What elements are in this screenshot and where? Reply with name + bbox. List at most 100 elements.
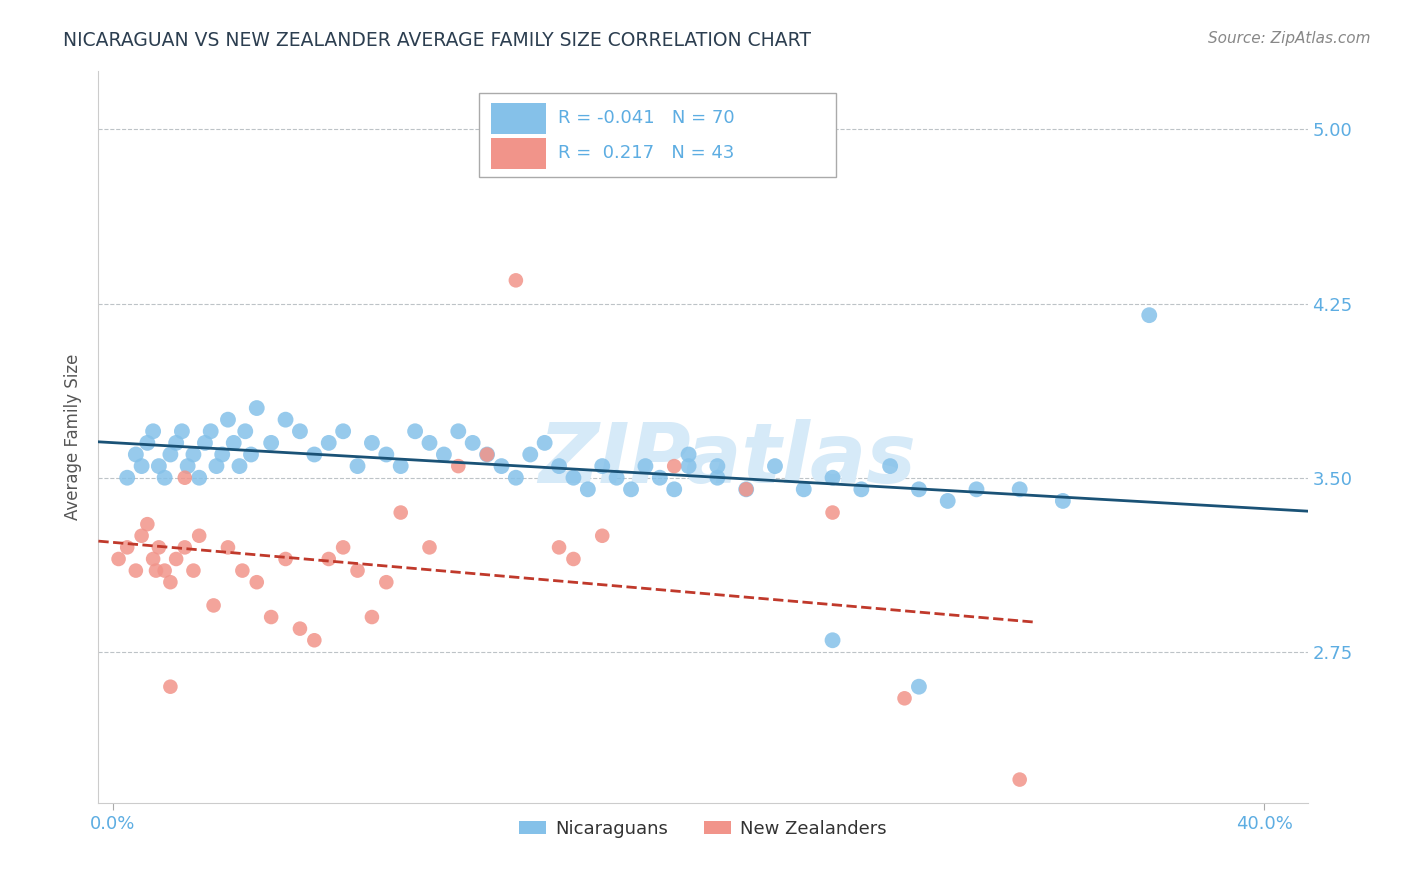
Point <box>288 424 311 438</box>
Point <box>491 459 513 474</box>
FancyBboxPatch shape <box>492 103 546 134</box>
Text: R =  0.217   N = 43: R = 0.217 N = 43 <box>558 145 734 162</box>
Point <box>475 448 498 462</box>
Point <box>222 436 245 450</box>
Text: ZIPatlas: ZIPatlas <box>538 418 917 500</box>
Point <box>170 424 193 438</box>
Point <box>115 541 138 555</box>
Point <box>519 448 541 462</box>
Point <box>908 680 931 694</box>
Point <box>188 529 211 543</box>
Point <box>145 564 167 578</box>
Point <box>173 471 195 485</box>
Point <box>142 424 165 438</box>
Point <box>1008 772 1031 787</box>
Point <box>131 459 153 474</box>
Point <box>115 471 138 485</box>
Point <box>763 459 786 474</box>
Point <box>159 575 181 590</box>
Point <box>648 471 671 485</box>
Point <box>205 459 228 474</box>
Point <box>591 529 613 543</box>
Point <box>966 483 988 497</box>
Point <box>188 471 211 485</box>
Point <box>1008 483 1031 497</box>
Point <box>332 541 354 555</box>
Point <box>461 436 484 450</box>
Point <box>433 448 456 462</box>
Point <box>361 436 384 450</box>
Point <box>153 564 176 578</box>
Point <box>142 552 165 566</box>
Point <box>346 459 368 474</box>
Point <box>274 552 297 566</box>
Point <box>200 424 222 438</box>
Point <box>231 564 253 578</box>
Point <box>375 575 398 590</box>
Point <box>879 459 901 474</box>
Point <box>153 471 176 485</box>
Point <box>404 424 426 438</box>
Point <box>706 459 728 474</box>
Point <box>136 436 159 450</box>
Point <box>136 517 159 532</box>
Point <box>1052 494 1074 508</box>
Point <box>936 494 959 508</box>
Point <box>318 552 340 566</box>
Point <box>793 483 815 497</box>
Point <box>176 459 198 474</box>
Point <box>447 459 470 474</box>
Point <box>678 448 700 462</box>
Point <box>131 529 153 543</box>
Point <box>562 471 585 485</box>
Point <box>246 575 269 590</box>
Y-axis label: Average Family Size: Average Family Size <box>65 354 83 520</box>
Point <box>148 541 170 555</box>
Point <box>447 424 470 438</box>
Point <box>202 599 225 613</box>
Point <box>159 680 181 694</box>
Point <box>821 633 844 648</box>
Point <box>165 552 187 566</box>
Point <box>165 436 187 450</box>
Point <box>346 564 368 578</box>
Point <box>591 459 613 474</box>
Point <box>664 483 686 497</box>
Text: NICARAGUAN VS NEW ZEALANDER AVERAGE FAMILY SIZE CORRELATION CHART: NICARAGUAN VS NEW ZEALANDER AVERAGE FAMI… <box>63 31 811 50</box>
Point <box>211 448 233 462</box>
Point <box>183 564 205 578</box>
Point <box>735 483 758 497</box>
Point <box>183 448 205 462</box>
Point <box>418 541 440 555</box>
Point <box>475 448 498 462</box>
Point <box>288 622 311 636</box>
Point <box>389 506 412 520</box>
Point <box>389 459 412 474</box>
Point <box>240 448 263 462</box>
Point <box>851 483 873 497</box>
Point <box>361 610 384 624</box>
Point <box>821 471 844 485</box>
Point <box>634 459 657 474</box>
Point <box>194 436 217 450</box>
Point <box>505 471 527 485</box>
Point <box>735 483 758 497</box>
Point <box>148 459 170 474</box>
FancyBboxPatch shape <box>492 138 546 169</box>
Point <box>260 436 283 450</box>
Point <box>217 412 239 426</box>
Point <box>548 541 571 555</box>
Point <box>159 448 181 462</box>
Text: Source: ZipAtlas.com: Source: ZipAtlas.com <box>1208 31 1371 46</box>
Point <box>228 459 250 474</box>
Point <box>173 541 195 555</box>
Point <box>606 471 628 485</box>
FancyBboxPatch shape <box>479 94 837 178</box>
Point <box>706 471 728 485</box>
Point <box>576 483 599 497</box>
Point <box>260 610 283 624</box>
Point <box>548 459 571 474</box>
Point <box>418 436 440 450</box>
Point <box>274 412 297 426</box>
Point <box>107 552 129 566</box>
